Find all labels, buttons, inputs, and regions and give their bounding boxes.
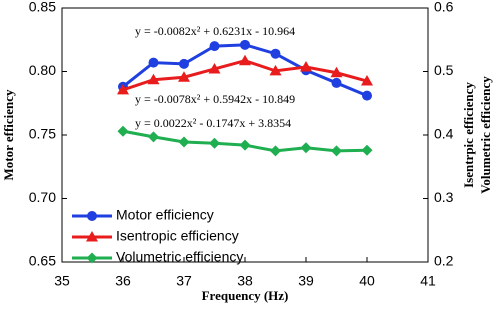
legend-marker	[87, 211, 97, 221]
y-tick-label: 0.80	[29, 62, 56, 78]
y2-tick-label: 0.5	[434, 62, 454, 78]
point	[239, 139, 251, 151]
point	[270, 145, 281, 157]
x-tick-label: 37	[176, 273, 192, 289]
x-tick-label: 36	[115, 273, 131, 289]
y2-tick-label: 0.4	[434, 126, 454, 142]
point	[300, 142, 312, 154]
legend-label: Volumetric efficiency	[116, 249, 243, 265]
legend-marker	[86, 252, 98, 264]
point	[239, 54, 251, 66]
y2-axis-title: Volumetric efficiency	[478, 76, 493, 194]
point	[209, 41, 220, 52]
y-tick-label: 0.65	[29, 253, 56, 269]
point	[117, 125, 129, 137]
point	[208, 62, 221, 74]
point	[331, 77, 342, 88]
legend-label: Motor efficiency	[116, 207, 214, 223]
point	[240, 39, 250, 50]
legend-label: Isentropic efficiency	[116, 228, 239, 244]
point	[178, 71, 190, 82]
point	[331, 145, 342, 157]
point	[178, 136, 190, 148]
x-tick-label: 40	[359, 273, 375, 289]
legend-marker	[86, 231, 98, 242]
point	[330, 66, 343, 78]
point	[179, 58, 189, 69]
point	[147, 73, 160, 85]
point	[148, 57, 159, 68]
x-tick-label: 41	[420, 273, 436, 289]
y-tick-label: 0.85	[29, 0, 56, 15]
y2-tick-label: 0.6	[434, 0, 454, 15]
x-tick-label: 39	[298, 273, 314, 289]
point	[361, 144, 373, 156]
y2-tick-label: 0.3	[434, 189, 454, 205]
point	[117, 83, 129, 95]
x-axis-title: Frequency (Hz)	[202, 288, 289, 303]
point	[209, 137, 220, 149]
point	[270, 48, 281, 59]
x-tick-label: 35	[54, 273, 70, 289]
y-tick-label: 0.70	[29, 189, 56, 205]
annotation: y = -0.0082x² + 0.6231x - 10.964	[135, 24, 295, 38]
point	[362, 90, 372, 101]
y-tick-label: 0.75	[29, 126, 56, 142]
y-axis-title: Motor efficiency	[1, 89, 16, 181]
point	[269, 64, 282, 76]
y2-axis-title: Isentrpic efficiency	[461, 82, 476, 188]
x-tick-label: 38	[237, 273, 253, 289]
y2-tick-label: 0.2	[434, 253, 454, 269]
annotation: y = 0.0022x² - 0.1747x + 3.8354	[135, 116, 291, 130]
annotation: y = -0.0078x² + 0.5942x - 10.849	[135, 92, 295, 106]
point	[361, 75, 373, 86]
point	[300, 61, 312, 72]
point	[148, 131, 159, 143]
